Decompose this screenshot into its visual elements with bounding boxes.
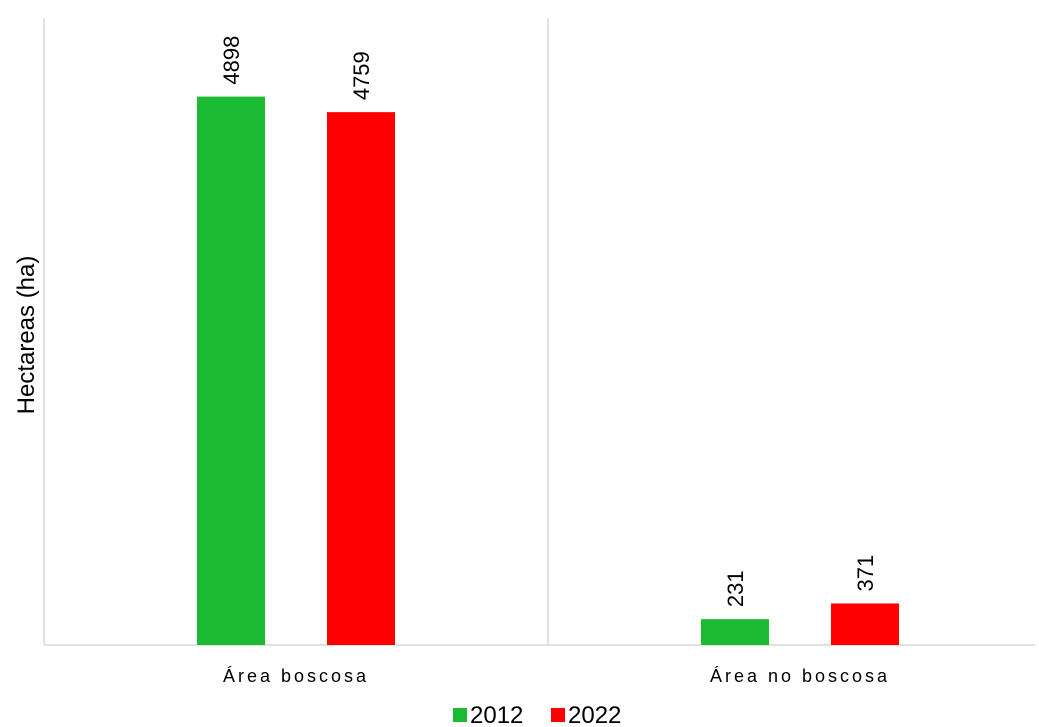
legend-label-2022: 2022	[568, 702, 621, 727]
data-label-2012-2: 231	[723, 570, 748, 607]
data-label-2022-1: 4759	[349, 51, 374, 100]
bar-2012-2	[701, 619, 769, 645]
data-label-2022-2: 371	[853, 555, 878, 592]
x-tick-label-2: Área no boscosa	[710, 666, 890, 686]
y-axis-label: Hectareas (ha)	[13, 256, 40, 415]
legend-label-2012: 2012	[470, 702, 523, 727]
legend-swatch-2012	[453, 708, 467, 722]
bar-2012-1	[197, 97, 265, 645]
bar-2022-1	[327, 112, 395, 645]
legend: 2012 2022	[453, 702, 621, 727]
legend-swatch-2022	[551, 708, 565, 722]
bar-2022-2	[831, 603, 899, 645]
x-tick-labels: Área boscosa Área no boscosa	[223, 666, 890, 686]
x-tick-label-1: Área boscosa	[223, 666, 369, 686]
data-label-2012-1: 4898	[219, 36, 244, 85]
